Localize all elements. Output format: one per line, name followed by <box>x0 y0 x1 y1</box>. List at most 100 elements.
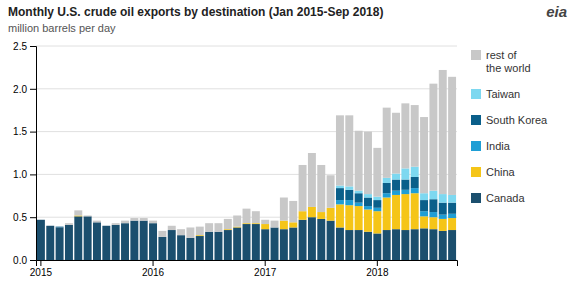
bar <box>140 221 148 260</box>
bar <box>439 219 447 231</box>
y-tick-label: 0.5 <box>13 212 27 223</box>
bar <box>168 226 176 230</box>
bar <box>102 225 110 226</box>
grid <box>36 46 457 260</box>
legend-label-line: South Korea <box>486 114 548 126</box>
bar <box>411 229 419 260</box>
bar <box>46 225 54 226</box>
bar <box>364 198 372 207</box>
bar <box>420 193 428 200</box>
series-bars <box>65 70 456 238</box>
bar <box>56 227 64 228</box>
bar <box>317 212 325 219</box>
y-tick-label: 2.5 <box>13 41 27 52</box>
bar <box>383 198 391 231</box>
bar <box>102 225 110 226</box>
y-tick: 2.5 <box>13 41 36 52</box>
bar <box>420 117 428 193</box>
x-tick-label: 2015 <box>30 267 53 278</box>
bar <box>308 217 316 260</box>
bar <box>327 208 335 221</box>
bar <box>383 183 391 193</box>
bar <box>56 226 64 228</box>
legend-label: rest ofthe world <box>486 49 531 74</box>
bar <box>448 214 456 218</box>
bar <box>37 220 45 260</box>
bar <box>93 221 101 223</box>
bar <box>224 219 232 229</box>
bar <box>280 229 288 260</box>
bar <box>448 195 456 203</box>
legend-label: Taiwan <box>486 88 520 100</box>
bar <box>261 229 269 260</box>
legend-item: China <box>471 166 516 178</box>
bar <box>289 227 297 260</box>
bar <box>429 84 437 191</box>
bar <box>56 226 64 227</box>
bar <box>364 132 372 194</box>
grid-line <box>36 88 457 89</box>
bar <box>37 219 45 220</box>
bar <box>149 221 157 224</box>
x-tick-mark <box>153 260 154 266</box>
bar <box>448 77 456 195</box>
bar <box>336 204 344 227</box>
bar <box>46 225 54 226</box>
bar <box>214 223 222 232</box>
bar <box>411 105 419 167</box>
bar <box>233 227 241 260</box>
bar <box>401 168 409 179</box>
bar <box>327 175 335 208</box>
bar <box>429 229 437 260</box>
bar <box>383 108 391 178</box>
x-axis: 2015201620172018 <box>30 260 458 278</box>
bar <box>401 190 409 194</box>
y-tick: 2.0 <box>13 84 36 95</box>
bar <box>243 209 251 224</box>
bar <box>429 217 437 229</box>
bar <box>355 230 363 260</box>
x-tick-label: 2016 <box>142 267 165 278</box>
bar <box>345 190 353 200</box>
bar <box>373 148 381 197</box>
legend-label-line: the world <box>486 62 531 74</box>
bar <box>411 188 419 193</box>
y-tick-mark <box>30 174 36 175</box>
bar <box>336 188 344 200</box>
bar <box>401 194 409 230</box>
bar <box>280 198 288 221</box>
bar <box>355 131 363 191</box>
bar <box>420 200 428 211</box>
series-bars <box>74 193 456 236</box>
x-tick-label: 2018 <box>366 267 389 278</box>
x-tick: 2016 <box>142 260 165 278</box>
bar <box>37 219 45 220</box>
bar <box>355 193 363 202</box>
bar <box>271 227 279 260</box>
bar <box>121 223 129 260</box>
bar <box>448 203 456 214</box>
bar <box>177 235 185 260</box>
bar <box>56 227 64 260</box>
legend-label-line: rest of <box>486 49 518 61</box>
bar <box>158 237 166 260</box>
series-bars <box>56 177 456 228</box>
bar <box>448 230 456 260</box>
bar <box>345 230 353 260</box>
bar <box>308 207 316 217</box>
bar <box>317 165 325 212</box>
y-tick-label: 2.0 <box>13 84 27 95</box>
legend-swatch <box>471 115 481 125</box>
bar <box>84 216 92 217</box>
bar <box>158 231 166 237</box>
y-axis: 0.00.51.01.52.02.5 <box>13 41 36 266</box>
bar <box>112 225 120 260</box>
bar <box>56 226 64 227</box>
y-tick: 0.0 <box>13 255 36 266</box>
bar <box>336 200 344 204</box>
y-tick-label: 1.0 <box>13 169 27 180</box>
legend: rest ofthe worldTaiwanSouth KoreaIndiaCh… <box>471 49 548 204</box>
y-tick-mark <box>30 46 36 47</box>
y-tick-mark <box>30 89 36 90</box>
bar <box>439 194 447 203</box>
